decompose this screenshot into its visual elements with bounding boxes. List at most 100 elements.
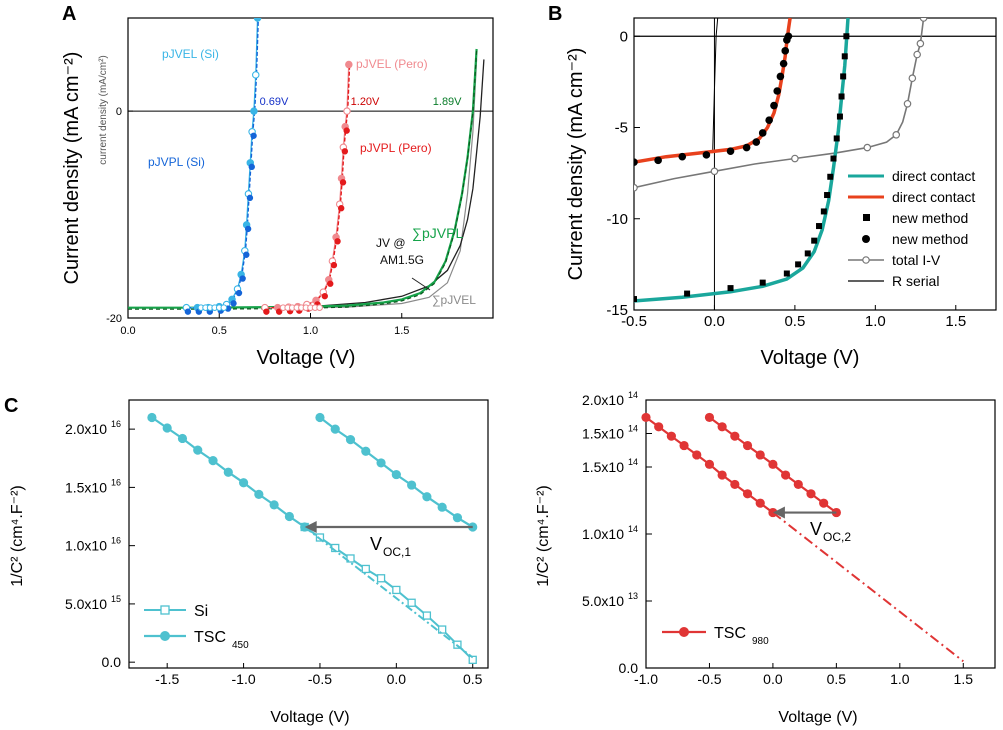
chart-b-point-new-method-square: [843, 33, 850, 40]
chart-b-point-new-method-circle: [784, 32, 793, 41]
chart-c-right-extrapolation: [772, 511, 964, 663]
chart-c-left-point-tsc: [391, 469, 401, 480]
chart-b-point-new-method-circle: [654, 156, 662, 165]
chart-c-left-ytick-label: 1.5x10: [65, 479, 107, 495]
chart-c-left-point-tsc: [223, 467, 233, 477]
chart-b-point-total-iv: [791, 154, 799, 163]
chart-b-point-new-method-square: [783, 270, 790, 277]
chart-a-annotation: pJVPL (Si): [148, 155, 205, 169]
chart-c-left-point-tsc: [269, 500, 279, 510]
chart-a-point-pero-pl: [275, 308, 283, 315]
panel-letter-a: A: [62, 3, 76, 25]
chart-c-left-point-si: [346, 554, 355, 563]
chart-a-point-si-pl: [230, 300, 237, 307]
chart-c-right-point-tsc: [641, 412, 651, 423]
chart-c-left-point-tsc: [407, 480, 417, 490]
chart-a-point-si-plateau: [220, 304, 228, 311]
chart-b-ytick-label: -10: [606, 211, 628, 228]
chart-b-point-new-method-circle: [770, 101, 778, 110]
chart-b-frame: [633, 17, 997, 311]
chart-a-point-si-el: [252, 71, 260, 79]
chart-b-point-new-method-square: [820, 208, 827, 215]
chart-c-left-legend-label: TSC: [194, 629, 226, 646]
chart-c-right-ylabel: 1/C² (cm⁴.F⁻²): [535, 485, 552, 587]
chart-b-point-new-method-circle: [752, 138, 761, 146]
chart-c-left-point-tsc: [361, 446, 371, 456]
chart-c-left-point-tsc: [238, 478, 249, 488]
chart-a-point-pero-pl: [343, 127, 350, 134]
chart-a-series-pero-pl: [265, 64, 351, 309]
chart-c-left-fit-line: [304, 526, 474, 659]
chart-c-right-point-tsc: [666, 431, 676, 441]
chart-c-left-point-tsc: [315, 412, 325, 423]
chart-b-point-new-method-circle: [702, 151, 711, 159]
chart-b-ytick-label: 0: [620, 28, 628, 45]
chart-a-series-sum-pl-dash: [128, 50, 478, 310]
chart-a-point-pero-el: [345, 60, 353, 69]
chart-a-point-si-pl: [246, 194, 254, 202]
chart-c-right-ytick-exponent: 13: [628, 591, 638, 601]
chart-c-right-point-tsc: [704, 412, 715, 423]
chart-a-annotation: pJVEL (Pero): [356, 57, 428, 71]
chart-b-point-new-method-square: [827, 173, 834, 180]
chart-c-left-point-si: [407, 598, 416, 607]
chart-a-voltage-marker: 0.69V: [260, 96, 289, 108]
chart-c-left-ylabel: 1/C² (cm⁴.F⁻²): [9, 485, 26, 587]
chart-b-point-new-method-square: [836, 113, 843, 120]
chart-b-point-total-iv: [892, 131, 901, 139]
chart-c-right-xlabel: Voltage (V): [778, 709, 857, 726]
chart-b-point-new-method-square: [727, 285, 734, 292]
chart-b-point-new-method-square: [840, 73, 847, 80]
chart-b-xtick-label: 1.5: [945, 313, 966, 330]
chart-c-left-ytick-exponent: 16: [111, 477, 121, 487]
chart-a-annotation: pJVEL (Si): [162, 47, 219, 61]
chart-b-point-new-method-circle: [742, 143, 751, 152]
chart-c-left-point-tsc: [376, 458, 386, 468]
chart-c-right-xtick-label: 1.5: [954, 671, 974, 687]
chart-b-point-new-method-circle: [634, 158, 638, 166]
chart-b-point-total-iv: [919, 18, 928, 22]
chart-c-left-point-si: [315, 533, 325, 542]
chart-c-right-legend-label: TSC: [714, 625, 746, 642]
chart-b-legend-swatch: [863, 214, 870, 221]
chart-a-point-si-pl: [248, 163, 255, 171]
chart-c-right-ytick-exponent: 14: [628, 424, 638, 434]
chart-b-point-new-method-square: [795, 261, 802, 268]
chart-c-right-legend-swatch-marker: [679, 627, 689, 637]
chart-c-left-ytick-label: 2.0x10: [65, 421, 107, 437]
chart-c-right-point-tsc: [806, 489, 816, 499]
chart-b-point-total-iv: [908, 74, 917, 83]
chart-b-point-new-method-square: [634, 296, 637, 303]
chart-c-right-point-tsc: [679, 440, 689, 451]
chart-a: 0.0 0.5 1.0 1.5 0 -20 0.69V 1.20V 1.89V pJVEL (S…: [61, 17, 494, 369]
chart-a-point-pero-pl: [338, 205, 345, 212]
chart-c-right-xtick-label: -1.0: [634, 671, 658, 687]
chart-c-left-point-tsc: [452, 513, 463, 523]
chart-a-series-sum-el: [128, 59, 478, 309]
chart-c-left-point-tsc: [177, 433, 188, 444]
chart-c-right-ytick-label: 1.5x10: [582, 426, 624, 442]
chart-c-left-xtick-label: -1.0: [232, 671, 256, 687]
chart-c-right-xtick-label: 0.5: [827, 671, 847, 687]
chart-a-xlabel: Voltage (V): [257, 347, 356, 369]
chart-c-left-annotation: V: [370, 534, 382, 554]
chart-c-right-point-tsc: [717, 470, 727, 480]
chart-b-legend-swatch-marker: [862, 256, 870, 264]
chart-c-left-xtick-label: -0.5: [308, 671, 332, 687]
chart-b-point-new-method-circle: [765, 116, 773, 124]
chart-c-right-ytick-label: 1.0x10: [582, 526, 624, 542]
chart-c-left-point-tsc: [422, 492, 432, 502]
chart-c-left: -1.5 -1.0 -0.5 0.0 0.5 0.0 5.0x10 15 1.0x10 16 1.5…: [9, 399, 489, 726]
chart-b-point-new-method-square: [804, 250, 811, 257]
chart-a-annotation: ∑pJVEL: [432, 293, 476, 307]
chart-a-series-jv: [128, 59, 485, 309]
chart-a-voltage-marker: 1.20V: [351, 96, 380, 108]
chart-c-right-point-tsc: [704, 459, 715, 469]
chart-c-left-legend-label: Si: [194, 603, 208, 620]
chart-b-point-new-method-circle: [776, 72, 785, 81]
chart-c-left-point-tsc: [162, 423, 172, 433]
chart-c-left-point-tsc: [208, 455, 218, 466]
chart-c-left-legend-swatch-marker: [160, 631, 170, 641]
chart-c-right-ytick-exponent: 14: [628, 524, 638, 534]
